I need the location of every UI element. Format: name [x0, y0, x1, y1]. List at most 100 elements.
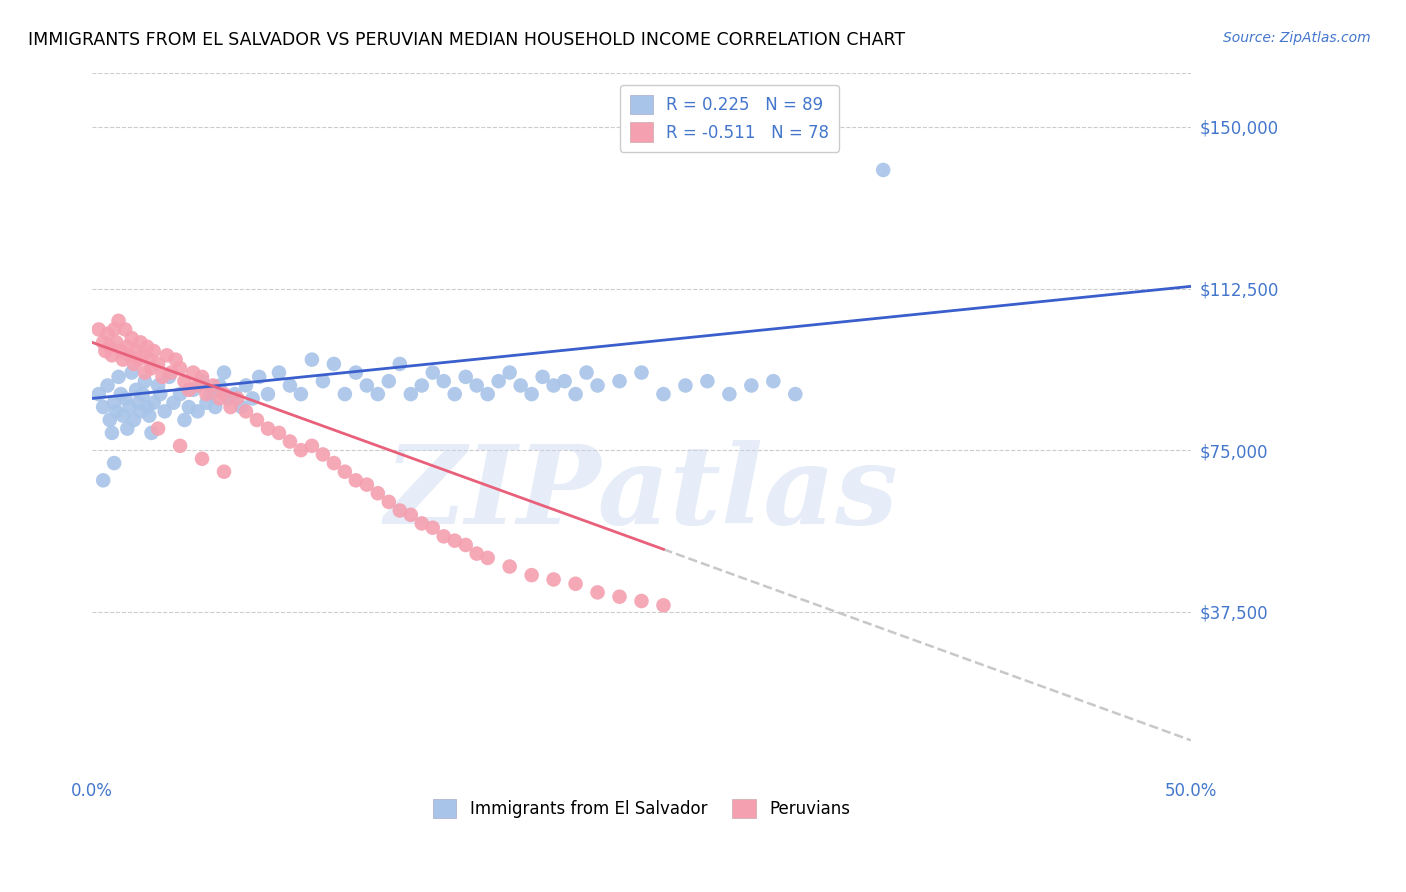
Point — [195, 395, 218, 409]
Point — [173, 413, 195, 427]
Point — [195, 387, 218, 401]
Point — [246, 413, 269, 427]
Point — [509, 378, 531, 392]
Point — [278, 434, 301, 449]
Point — [105, 335, 128, 350]
Point — [152, 369, 174, 384]
Point — [118, 400, 141, 414]
Point — [378, 495, 401, 509]
Point — [388, 357, 411, 371]
Point — [498, 366, 520, 380]
Point — [322, 357, 344, 371]
Point — [141, 425, 163, 440]
Point — [652, 599, 675, 613]
Point — [247, 369, 270, 384]
Point — [169, 387, 191, 401]
Point — [103, 456, 125, 470]
Point — [630, 366, 652, 380]
Point — [443, 387, 465, 401]
Point — [142, 344, 165, 359]
Point — [111, 409, 134, 423]
Point — [208, 378, 231, 392]
Point — [224, 387, 246, 401]
Point — [378, 374, 401, 388]
Point — [235, 404, 257, 418]
Point — [267, 366, 290, 380]
Point — [433, 374, 456, 388]
Point — [121, 331, 143, 345]
Point — [226, 392, 249, 406]
Point — [91, 473, 114, 487]
Point — [564, 387, 586, 401]
Point — [204, 400, 226, 414]
Point — [465, 547, 488, 561]
Point — [121, 366, 143, 380]
Point — [91, 400, 114, 414]
Point — [127, 352, 149, 367]
Point — [333, 387, 356, 401]
Point — [454, 538, 477, 552]
Point — [586, 585, 609, 599]
Point — [344, 366, 367, 380]
Point — [520, 387, 543, 401]
Point — [122, 413, 145, 427]
Point — [117, 421, 139, 435]
Point — [146, 378, 169, 392]
Point — [520, 568, 543, 582]
Point — [454, 369, 477, 384]
Point — [367, 387, 389, 401]
Point — [87, 322, 110, 336]
Point — [356, 477, 378, 491]
Point — [156, 348, 179, 362]
Legend: Immigrants from El Salvador, Peruvians: Immigrants from El Salvador, Peruvians — [426, 792, 856, 824]
Point — [98, 413, 121, 427]
Point — [153, 404, 176, 418]
Point — [114, 392, 136, 406]
Point — [187, 404, 209, 418]
Point — [157, 369, 180, 384]
Point — [267, 425, 290, 440]
Point — [208, 392, 231, 406]
Point — [322, 456, 344, 470]
Point — [118, 348, 141, 362]
Point — [443, 533, 465, 548]
Point — [609, 374, 631, 388]
Point — [146, 357, 169, 371]
Point — [278, 378, 301, 392]
Point — [433, 529, 456, 543]
Point — [212, 366, 235, 380]
Point — [187, 378, 209, 392]
Point — [312, 447, 335, 461]
Point — [165, 352, 187, 367]
Point — [543, 378, 565, 392]
Text: IMMIGRANTS FROM EL SALVADOR VS PERUVIAN MEDIAN HOUSEHOLD INCOME CORRELATION CHAR: IMMIGRANTS FROM EL SALVADOR VS PERUVIAN … — [28, 31, 905, 49]
Point — [181, 383, 204, 397]
Point — [125, 344, 148, 359]
Point — [554, 374, 576, 388]
Point — [785, 387, 807, 401]
Point — [498, 559, 520, 574]
Point — [356, 378, 378, 392]
Point — [609, 590, 631, 604]
Point — [235, 378, 257, 392]
Point — [134, 374, 156, 388]
Point — [762, 374, 785, 388]
Point — [138, 409, 160, 423]
Point — [586, 378, 609, 392]
Point — [652, 387, 675, 401]
Point — [388, 503, 411, 517]
Point — [177, 383, 200, 397]
Point — [422, 521, 444, 535]
Point — [110, 387, 132, 401]
Point — [160, 366, 183, 380]
Point — [129, 404, 152, 418]
Point — [630, 594, 652, 608]
Text: Source: ZipAtlas.com: Source: ZipAtlas.com — [1223, 31, 1371, 45]
Point — [117, 340, 139, 354]
Point — [96, 378, 118, 392]
Point — [177, 400, 200, 414]
Point — [142, 395, 165, 409]
Point — [96, 326, 118, 341]
Point — [129, 335, 152, 350]
Point — [696, 374, 718, 388]
